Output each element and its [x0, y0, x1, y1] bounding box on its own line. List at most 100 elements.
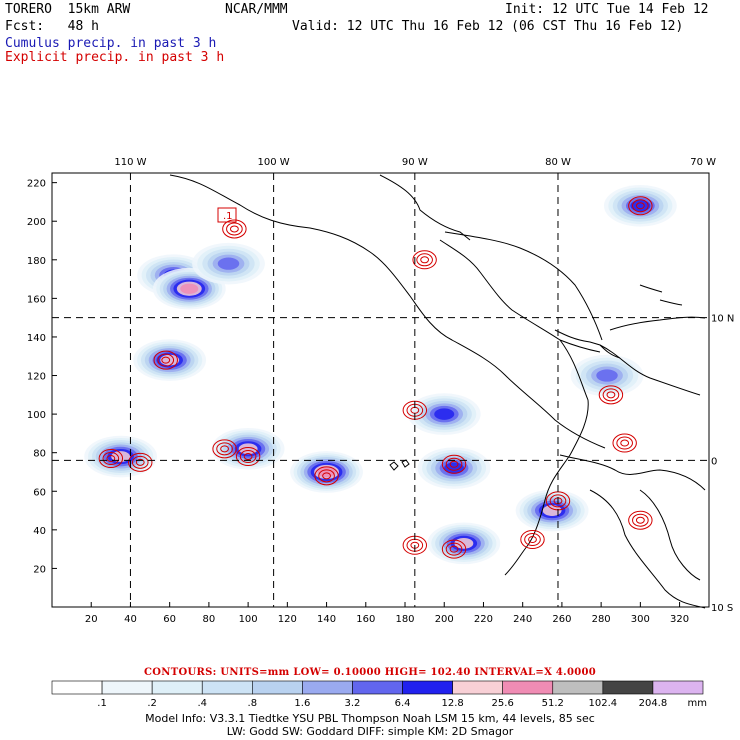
x-tick-label: 280: [592, 614, 611, 625]
explicit-contour-0: [98, 448, 124, 468]
coastlines: [169, 174, 706, 609]
legend-bin-label: .1: [97, 698, 107, 709]
legend-bin-label: 51.2: [542, 698, 564, 709]
legend-bin-label: .2: [147, 698, 157, 709]
organization: NCAR/MMM: [225, 2, 288, 17]
y-tick-label: 120: [27, 372, 46, 383]
explicit-contours-layer: [98, 196, 653, 559]
model-name: TORERO 15km ARW: [5, 2, 131, 17]
label-box-text: .1: [223, 211, 233, 222]
y-tick-label: 160: [27, 294, 46, 305]
plot-frame: [51, 172, 710, 608]
legend-bin-label: 102.4: [589, 698, 618, 709]
x-tick-label: 260: [552, 614, 571, 625]
lat-label: 10 S: [711, 603, 733, 614]
precip-cells-layer: [84, 184, 677, 565]
gulf-of-honduras: [444, 231, 603, 341]
yucatan: [379, 174, 471, 241]
legend-swatch: [201, 680, 253, 695]
y-tick-label: 200: [27, 217, 46, 228]
ecuador-border: [559, 454, 706, 491]
caribbean-islands: [639, 284, 683, 306]
contours-info: CONTOURS: UNITS=mm LOW= 0.10000 HIGH= 10…: [144, 667, 596, 678]
y-tick-label: 20: [33, 564, 46, 575]
legend-swatch: [151, 680, 203, 695]
x-tick-label: 320: [670, 614, 689, 625]
cell-coast-ecuador: [515, 489, 589, 532]
y-tick-label: 220: [27, 179, 46, 190]
x-tick-label: 40: [124, 614, 137, 625]
x-tick-label: 200: [435, 614, 454, 625]
legend-bin-label: 3.2: [345, 698, 361, 709]
legend-swatch: [502, 680, 554, 695]
x-tick-label: 220: [474, 614, 493, 625]
x-tick-label: 80: [203, 614, 216, 625]
y-tick-label: 180: [27, 256, 46, 267]
legend-swatch: [352, 680, 403, 695]
explicit-contour-2: [153, 350, 178, 370]
x-tick-label: 60: [163, 614, 176, 625]
explicit-contour-3: [212, 439, 237, 459]
y-tick-label: 100: [27, 410, 46, 421]
legend-bin-label: 25.6: [492, 698, 514, 709]
legend-swatch: [302, 680, 353, 695]
explicit-contour-1: [128, 452, 153, 472]
venezuela-coast: [609, 316, 706, 331]
legend-bin-label: 12.8: [441, 698, 463, 709]
cell-gulf: [407, 393, 481, 435]
explicit-contour-16: [628, 196, 653, 216]
cell-galapagos: [417, 447, 491, 489]
central-america-coast: [439, 239, 601, 353]
cell-south-band: [427, 522, 501, 565]
physics-info: LW: Godd SW: Goddard DIFF: simple KM: 2D…: [226, 725, 514, 738]
graticule: [52, 173, 709, 607]
legend-bin-label: .4: [197, 698, 207, 709]
y-tick-label: 140: [27, 333, 46, 344]
lon-label: 70 W: [690, 157, 716, 168]
axis-ticks: [52, 182, 681, 607]
legend-swatch: [552, 680, 604, 695]
axis-labels: 20 40 60 80 100 120 140 160 180 200 220 240 260 280 30…: [27, 157, 734, 625]
panama: [554, 329, 621, 359]
explicit-precip-label: Explicit precip. in past 3 h: [5, 50, 225, 65]
legend-swatch: [452, 680, 503, 695]
explicit-contour-17: [222, 219, 247, 239]
legend-bin-label: 6.4: [395, 698, 411, 709]
lon-label: 100 W: [258, 157, 290, 168]
explicit-contour-12: [598, 385, 624, 405]
explicit-contour-14: [628, 510, 653, 530]
x-tick-label: 140: [317, 614, 336, 625]
peru-border: [589, 489, 706, 609]
cell-nw-small: [192, 242, 265, 285]
legend-swatch: [101, 680, 153, 695]
galapagos: [389, 459, 410, 471]
cell-itcz-west: [84, 435, 158, 478]
lon-label: 110 W: [114, 157, 146, 168]
lon-label: 80 W: [545, 157, 571, 168]
y-tick-label: 40: [33, 526, 46, 537]
forecast-hour: Fcst: 48 h: [5, 19, 99, 34]
explicit-contour-15: [412, 250, 437, 270]
explicit-contour-10: [520, 529, 545, 549]
x-tick-label: 20: [85, 614, 98, 625]
model-info: Model Info: V3.3.1 Tiedtke YSU PBL Thomp…: [145, 712, 595, 725]
init-time: Init: 12 UTC Tue 14 Feb 12: [505, 2, 709, 17]
lat-label: 10 N: [711, 314, 734, 325]
x-tick-label: 300: [631, 614, 650, 625]
legend-swatch: [51, 680, 103, 695]
lat-label: 0: [711, 456, 717, 467]
legend-units: mm: [688, 698, 707, 709]
explicit-contour-13: [612, 433, 637, 453]
explicit-contour-9: [441, 539, 467, 559]
y-tick-label: 80: [33, 449, 46, 460]
legend-swatch: [602, 680, 654, 695]
mexico-coast: [169, 174, 606, 449]
lon-label: 90 W: [402, 157, 428, 168]
cell-colombia: [570, 354, 644, 397]
x-tick-label: 120: [278, 614, 297, 625]
x-tick-label: 240: [513, 614, 532, 625]
explicit-contour-5: [314, 466, 339, 486]
cumulus-precip-label: Cumulus precip. in past 3 h: [5, 36, 217, 51]
explicit-contour-7: [441, 454, 467, 474]
